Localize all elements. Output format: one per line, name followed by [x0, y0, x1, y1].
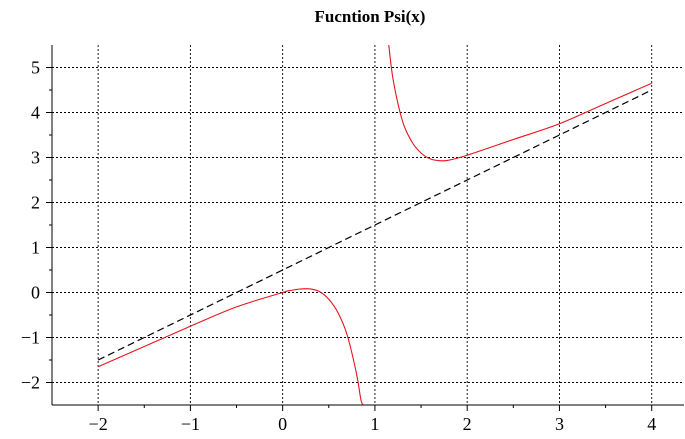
chart-title: Fucntion Psi(x) — [315, 7, 426, 26]
y-tick-label: 4 — [31, 103, 40, 123]
psi-curve-segment-1 — [388, 45, 652, 162]
y-tick-label: −2 — [21, 373, 40, 393]
asymptote-line-segment-0 — [97, 89, 652, 361]
axes — [46, 45, 684, 411]
x-tick-label: 3 — [555, 414, 564, 434]
x-tick-label: −2 — [89, 414, 108, 434]
x-tick-label: 4 — [647, 414, 656, 434]
y-tick-label: 1 — [31, 238, 40, 258]
x-tick-label: 2 — [463, 414, 472, 434]
x-tick-label: 0 — [278, 414, 287, 434]
grid — [52, 45, 684, 405]
series-layer — [97, 45, 652, 405]
y-tick-label: 5 — [31, 58, 40, 78]
psi-curve-segment-0 — [97, 288, 365, 405]
y-tick-label: −1 — [21, 328, 40, 348]
x-tick-label: −1 — [181, 414, 200, 434]
y-tick-label: 0 — [31, 283, 40, 303]
x-tick-label: 1 — [370, 414, 379, 434]
tick-labels: −2 −1 0 1 2 3 4 −2 −1 0 1 2 3 4 5 — [21, 58, 656, 435]
y-tick-label: 2 — [31, 193, 40, 213]
y-tick-label: 3 — [31, 148, 40, 168]
